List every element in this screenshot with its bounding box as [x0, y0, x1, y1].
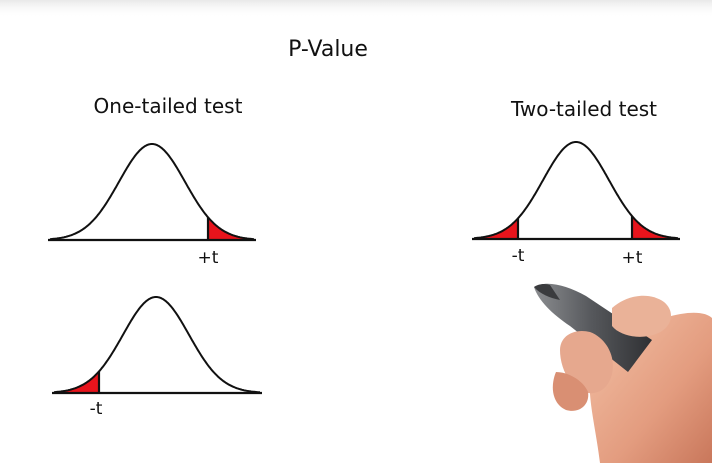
one-tailed-lower-bell-curve — [53, 296, 260, 394]
one-tailed-lower-tail-area — [54, 371, 99, 393]
hand-holding-marker-icon — [534, 283, 712, 463]
one-tailed-lower-curve-group: -t — [52, 296, 262, 419]
one-tailed-upper-tail-area — [208, 217, 254, 240]
hand-index-finger-shape — [612, 295, 671, 337]
hand-knuckle-shape — [552, 372, 589, 411]
two-tailed-heading: Two-tailed test — [510, 97, 657, 121]
two-tailed-bell-curve — [473, 141, 679, 240]
two-tailed-upper-tail-label: +t — [622, 248, 643, 268]
two-tailed-curve-group: -t +t — [472, 141, 680, 268]
two-tailed-upper-tail-area — [632, 216, 678, 239]
one-tailed-upper-bell-curve — [49, 143, 255, 241]
page-title: P-Value — [288, 37, 368, 62]
two-tailed-lower-tail-area — [474, 218, 518, 239]
top-shade — [0, 0, 712, 18]
one-tailed-lower-tail-label: -t — [90, 399, 103, 419]
one-tailed-upper-curve-group: +t — [48, 143, 256, 268]
marker-body-shape — [534, 283, 652, 372]
marker-tip-shape — [534, 283, 560, 300]
one-tailed-upper-tail-label: +t — [198, 248, 219, 268]
one-tailed-heading: One-tailed test — [94, 94, 243, 118]
two-tailed-lower-tail-label: -t — [512, 246, 525, 266]
